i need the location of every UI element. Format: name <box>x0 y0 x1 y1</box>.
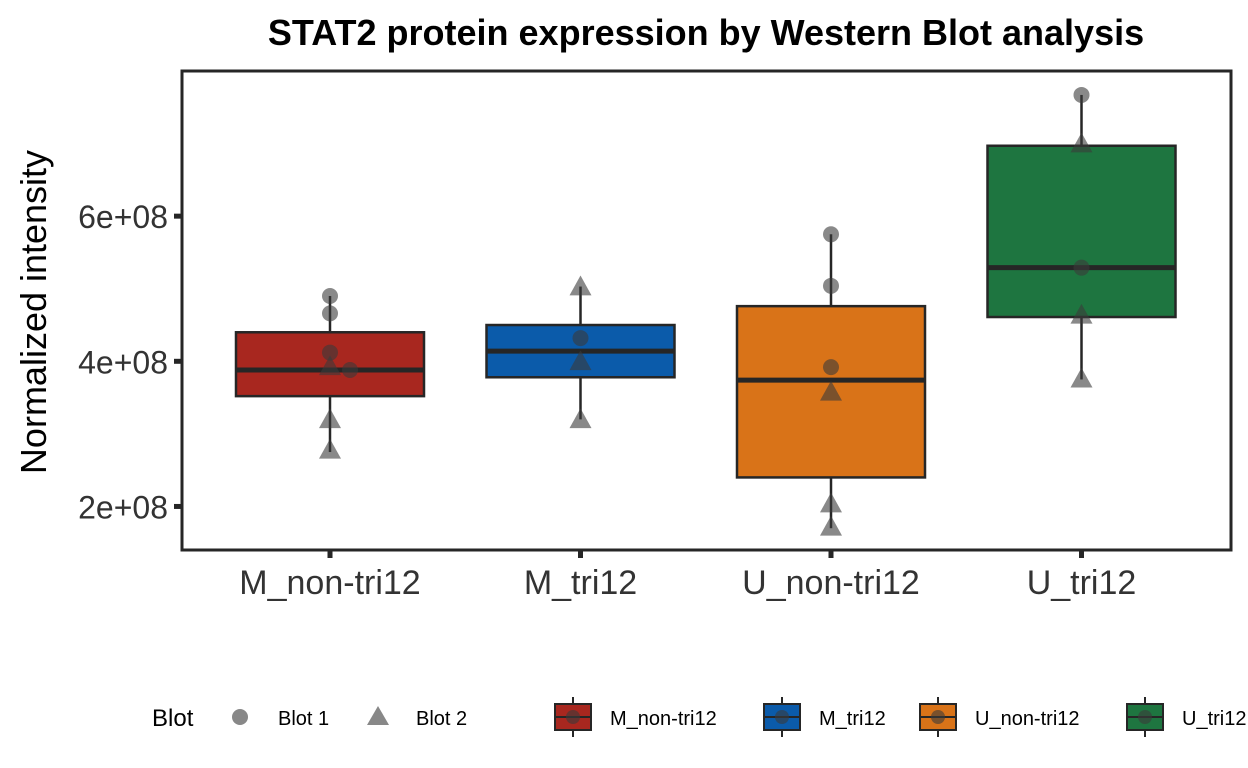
box-rect <box>986 144 1177 319</box>
point-blot-1 <box>823 359 839 376</box>
point-blot-1 <box>322 305 338 322</box>
legend-fill-label: U_non-tri12 <box>975 708 1080 730</box>
legend-shape-label: Blot 1 <box>278 708 329 730</box>
legend-circle-icon <box>232 709 248 725</box>
legend-fill-label: U_tri12 <box>1182 708 1246 730</box>
legend-key-M_tri12: M_tri12 <box>763 697 886 737</box>
point-blot-2 <box>820 492 842 513</box>
point-blot-2 <box>820 380 842 401</box>
legend-fill-label: M_non-tri12 <box>610 708 717 730</box>
legend-shape-title: Blot <box>152 705 194 732</box>
point-blot-1 <box>342 362 359 379</box>
legend-key-point <box>1138 710 1152 724</box>
point-blot-2 <box>1070 132 1093 153</box>
point-blot-1 <box>823 226 839 243</box>
x-tick-label: M_tri12 <box>524 564 637 602</box>
legend-key-point <box>931 710 945 724</box>
point-blot-1 <box>322 344 338 361</box>
x-tick-label: U_non-tri12 <box>742 564 920 602</box>
legend-key-point <box>775 710 789 724</box>
y-tick-label: 6e+08 <box>78 199 168 235</box>
legend: Blot Blot 1 Blot 2 M_non-tri12 M_tri12 U_no… <box>152 697 1246 737</box>
box-U_tri12 <box>986 94 1177 380</box>
legend-shape-label: Blot 2 <box>416 708 467 730</box>
point-blot-2 <box>569 275 592 296</box>
legend-fill-entries: M_non-tri12 M_tri12 U_non-tri12 U_tri12 <box>554 697 1246 737</box>
chart-title: STAT2 protein expression by Western Blot… <box>268 12 1144 53</box>
point-blot-1 <box>1073 86 1090 103</box>
point-blot-2 <box>1070 303 1093 324</box>
x-axis: M_non-tri12 M_tri12 U_non-tri12 U_tri12 <box>239 550 1136 602</box>
legend-key-U_tri12: U_tri12 <box>1126 697 1246 737</box>
point-blot-1 <box>823 277 839 294</box>
point-blot-2 <box>569 350 592 371</box>
point-blot-2 <box>1070 367 1093 388</box>
point-blot-2 <box>569 408 592 429</box>
point-blot-2 <box>319 355 341 376</box>
legend-shape-entries: Blot 1 Blot 2 <box>232 706 467 730</box>
point-blot-2 <box>319 438 341 459</box>
y-tick-label: 2e+08 <box>78 489 168 525</box>
x-tick-label: M_non-tri12 <box>239 564 420 602</box>
point-blot-1 <box>1073 259 1090 276</box>
legend-key-point <box>566 710 580 724</box>
legend-key-M_non-tri12: M_non-tri12 <box>554 697 717 737</box>
legend-triangle-icon <box>367 706 389 725</box>
point-blot-1 <box>572 330 589 347</box>
points-layer <box>319 86 1093 536</box>
point-blot-2 <box>319 408 341 429</box>
legend-fill-label: M_tri12 <box>819 708 886 730</box>
point-blot-2 <box>820 515 842 536</box>
y-axis: 2e+08 4e+08 6e+08 <box>78 199 182 525</box>
y-axis-label: Normalized intensity <box>13 150 54 474</box>
point-blot-1 <box>322 287 338 304</box>
x-tick-label: U_tri12 <box>1027 564 1137 602</box>
legend-key-U_non-tri12: U_non-tri12 <box>919 697 1080 737</box>
y-tick-label: 4e+08 <box>78 344 168 380</box>
